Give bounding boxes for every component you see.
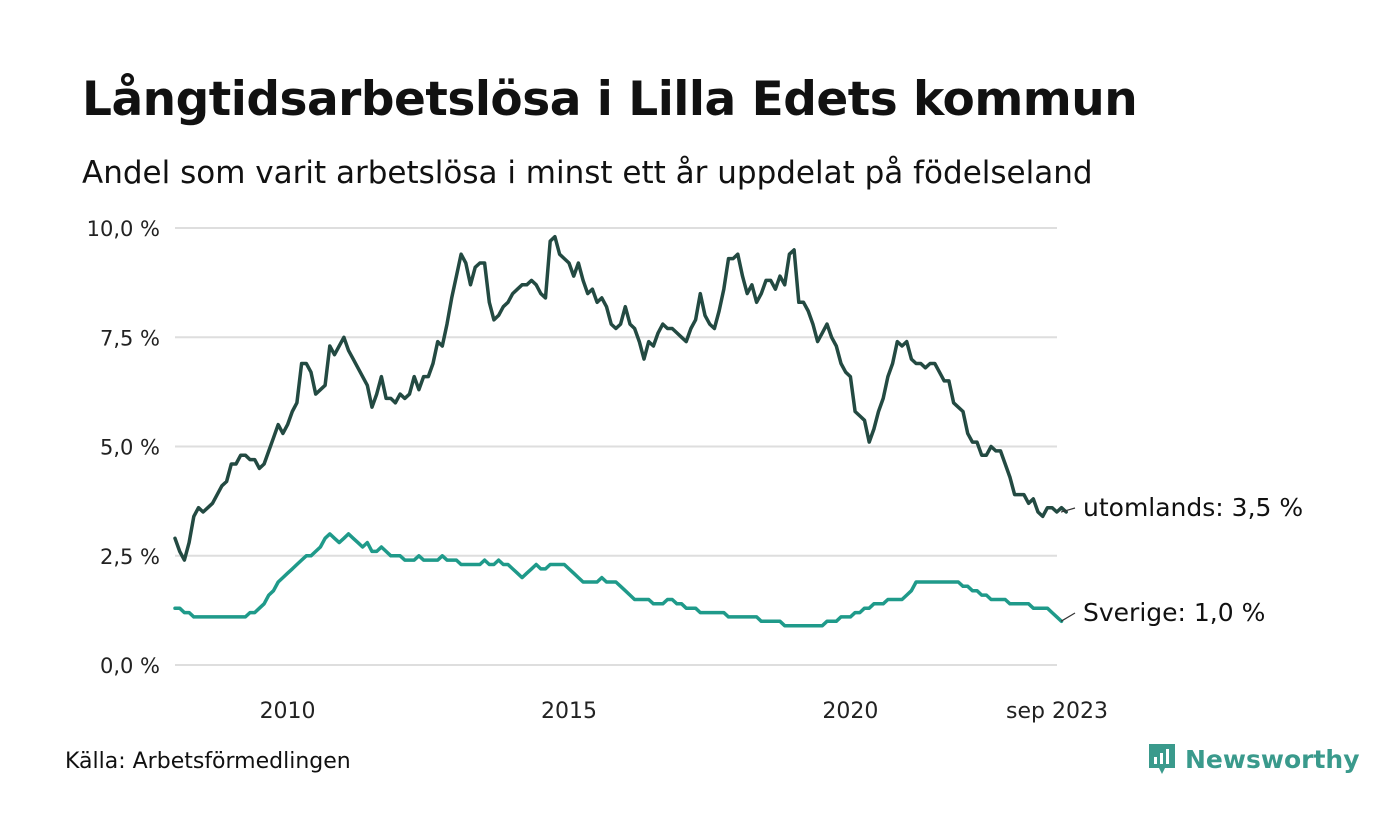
- y-tick-label: 5,0 %: [100, 436, 160, 460]
- x-tick-label: sep 2023: [1006, 699, 1108, 724]
- chart-title: Långtidsarbetslösa i Lilla Edets kommun: [82, 72, 1138, 127]
- series-line-sverige: [173, 532, 1064, 628]
- y-tick-label: 2,5 %: [100, 545, 160, 569]
- series-line-utomlands: [173, 234, 1068, 562]
- x-tick-label: 2015: [541, 699, 597, 724]
- x-tick-label: 2020: [822, 699, 878, 724]
- series-labels: utomlands: 3,5 % Sverige: 1,0 %: [1060, 493, 1303, 627]
- y-axis: 0,0 % 2,5 % 5,0 % 7,5 % 10,0 %: [87, 217, 160, 678]
- source-note: Källa: Arbetsförmedlingen: [65, 749, 351, 774]
- chart-subtitle: Andel som varit arbetslösa i minst ett å…: [82, 155, 1093, 191]
- y-tick-label: 0,0 %: [100, 654, 160, 678]
- series-lines: [173, 234, 1068, 628]
- label-connector: [1060, 612, 1076, 622]
- label-connector: [1060, 507, 1076, 513]
- x-tick-label: 2010: [260, 699, 316, 724]
- brand-logo[interactable]: Newsworthy: [1147, 742, 1360, 776]
- series-label-sverige: Sverige: 1,0 %: [1083, 598, 1265, 627]
- brand-name: Newsworthy: [1185, 744, 1360, 774]
- y-tick-label: 7,5 %: [100, 326, 160, 350]
- newsworthy-logo-icon: [1149, 744, 1175, 774]
- gridlines: [175, 227, 1057, 666]
- series-label-utomlands: utomlands: 3,5 %: [1083, 493, 1303, 522]
- x-axis: 2010 2015 2020 sep 2023: [260, 699, 1108, 724]
- y-tick-label: 10,0 %: [87, 217, 160, 241]
